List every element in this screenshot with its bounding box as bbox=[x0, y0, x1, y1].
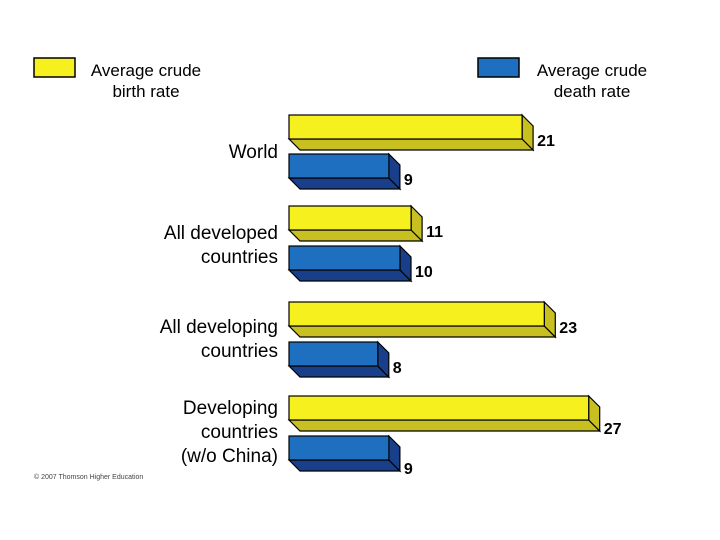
value-label-birth-0: 21 bbox=[537, 133, 555, 150]
bar-birth-1 bbox=[287, 204, 424, 243]
bar-birth-front-face bbox=[288, 395, 590, 421]
bar-birth-bottom-face bbox=[287, 419, 602, 432]
legend-death-swatch bbox=[477, 57, 520, 78]
bar-death-1 bbox=[287, 244, 413, 283]
bar-death-bottom-face bbox=[287, 365, 391, 378]
bar-death-bottom-face bbox=[287, 269, 413, 282]
value-label-death-0: 9 bbox=[403, 172, 413, 189]
bar-death-front-face bbox=[288, 153, 390, 179]
bar-death-front-face bbox=[288, 245, 401, 271]
bar-birth-3 bbox=[287, 394, 602, 433]
value-label-birth-3: 27 bbox=[603, 421, 622, 438]
legend-birth-label: Average crude birth rate bbox=[90, 61, 202, 101]
bar-birth-0 bbox=[287, 113, 535, 152]
bar-death-0 bbox=[287, 152, 402, 191]
value-label-death-3: 9 bbox=[403, 461, 413, 478]
bar-death-bottom-face bbox=[287, 177, 402, 190]
bar-birth-bottom-face bbox=[287, 229, 424, 242]
bar-birth-bottom-face bbox=[287, 325, 557, 338]
bar-birth-2 bbox=[287, 300, 557, 339]
legend-birth-swatch bbox=[33, 57, 76, 78]
bar-birth-bottom-face bbox=[287, 138, 535, 151]
category-label-world: World bbox=[228, 142, 278, 163]
copyright-notice: © 2007 Thomson Higher Education bbox=[34, 474, 144, 481]
bar-birth-front-face bbox=[288, 114, 523, 140]
bar-birth-front-face bbox=[288, 205, 412, 231]
value-label-death-2: 8 bbox=[392, 360, 402, 377]
category-label-all-developed: All developed countries bbox=[163, 223, 278, 268]
category-label-developing-wo-china: Developing countries (w/o China) bbox=[180, 398, 278, 467]
bar-death-3 bbox=[287, 434, 402, 473]
value-label-birth-2: 23 bbox=[559, 320, 578, 337]
bar-death-2 bbox=[287, 340, 391, 379]
category-label-all-developing: All developing countries bbox=[159, 317, 278, 362]
value-label-birth-1: 11 bbox=[426, 224, 444, 241]
bar-birth-front-face bbox=[288, 301, 545, 327]
legend-death-label: Average crude death rate bbox=[536, 61, 648, 101]
bar-death-front-face bbox=[288, 435, 390, 461]
bar-death-front-face bbox=[288, 341, 379, 367]
bar-death-bottom-face bbox=[287, 459, 402, 472]
value-label-death-1: 10 bbox=[415, 264, 433, 281]
